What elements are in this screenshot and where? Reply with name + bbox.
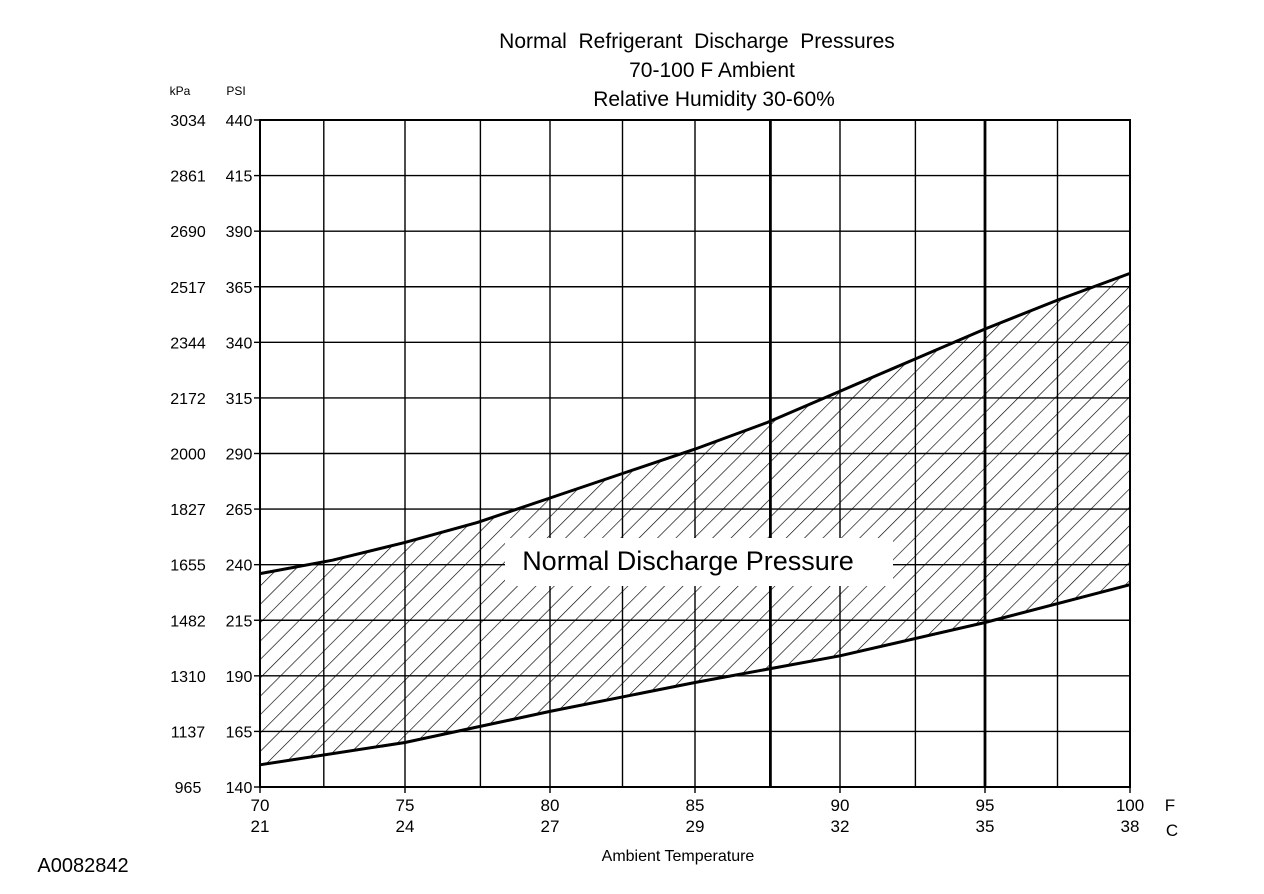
lower-limit-curve bbox=[259, 583, 1131, 767]
y-tick-kpa-240: 1655 bbox=[170, 558, 206, 575]
region-label-background bbox=[505, 538, 893, 586]
y-axis-ticks: 440 3034 415 2861 390 2690 365 2517 340 2344 315 21… bbox=[170, 113, 252, 797]
y-tick-psi-190: 190 bbox=[226, 669, 253, 686]
y-tick-kpa-165: 1137 bbox=[171, 724, 206, 741]
x-unit-f-label: F bbox=[1165, 796, 1175, 815]
y-tick-kpa-415: 2861 bbox=[170, 169, 206, 186]
y-unit-psi-label: PSI bbox=[226, 84, 245, 98]
x-axis-ticks: 70 21 75 24 80 27 85 29 90 32 95 35 100 38 bbox=[251, 787, 1144, 836]
y-tick-psi-365: 365 bbox=[226, 280, 253, 297]
x-tick-c-95: 35 bbox=[976, 817, 995, 836]
x-tick-c-90: 32 bbox=[831, 817, 850, 836]
x-tick-c-80: 27 bbox=[541, 817, 560, 836]
y-tick-psi-315: 315 bbox=[226, 391, 253, 408]
y-tick-kpa-290: 2000 bbox=[170, 447, 206, 464]
y-tick-psi-415: 415 bbox=[226, 169, 253, 186]
upper-limit-curve bbox=[259, 271, 1131, 576]
y-unit-kpa-label: kPa bbox=[170, 84, 191, 98]
y-tick-psi-340: 340 bbox=[226, 335, 253, 352]
y-tick-kpa-190: 1310 bbox=[170, 669, 206, 686]
x-tick-f-90: 90 bbox=[831, 796, 850, 815]
y-tick-kpa-140: 965 bbox=[175, 780, 202, 797]
pressure-curves bbox=[259, 271, 1131, 767]
x-tick-f-100: 100 bbox=[1116, 796, 1144, 815]
y-tick-kpa-440: 3034 bbox=[170, 113, 206, 130]
x-tick-c-75: 24 bbox=[396, 817, 415, 836]
x-unit-c-label: C bbox=[1166, 821, 1178, 840]
y-tick-kpa-340: 2344 bbox=[170, 335, 206, 352]
y-tick-psi-390: 390 bbox=[226, 224, 253, 241]
x-tick-c-85: 29 bbox=[686, 817, 705, 836]
figure-id: A0082842 bbox=[37, 855, 128, 877]
y-tick-psi-165: 165 bbox=[226, 724, 253, 741]
y-tick-kpa-390: 2690 bbox=[170, 224, 206, 241]
y-tick-psi-290: 290 bbox=[226, 447, 253, 464]
y-tick-kpa-315: 2172 bbox=[170, 391, 206, 408]
y-tick-psi-440: 440 bbox=[226, 113, 253, 130]
x-tick-f-70: 70 bbox=[251, 796, 270, 815]
y-tick-kpa-215: 1482 bbox=[170, 613, 206, 630]
chart-title-line-2: 70-100 F Ambient bbox=[629, 59, 795, 82]
y-tick-psi-240: 240 bbox=[226, 558, 253, 575]
x-axis-label: Ambient Temperature bbox=[602, 848, 755, 865]
y-tick-psi-140: 140 bbox=[226, 780, 253, 797]
x-tick-c-100: 38 bbox=[1121, 817, 1140, 836]
x-tick-f-85: 85 bbox=[686, 796, 705, 815]
y-tick-kpa-265: 1827 bbox=[170, 502, 206, 519]
chart-title-line-3: Relative Humidity 30-60% bbox=[593, 88, 835, 111]
x-tick-c-70: 21 bbox=[251, 817, 270, 836]
chart-title-line-1: Normal Refrigerant Discharge Pressures bbox=[499, 30, 895, 53]
region-label: Normal Discharge Pressure bbox=[522, 546, 854, 576]
chart-title: Normal Refrigerant Discharge Pressures 7… bbox=[499, 30, 895, 111]
x-tick-f-95: 95 bbox=[976, 796, 995, 815]
y-tick-psi-215: 215 bbox=[226, 613, 253, 630]
y-tick-kpa-365: 2517 bbox=[170, 280, 206, 297]
y-tick-psi-265: 265 bbox=[226, 502, 253, 519]
x-tick-f-80: 80 bbox=[541, 796, 560, 815]
x-tick-f-75: 75 bbox=[396, 796, 415, 815]
